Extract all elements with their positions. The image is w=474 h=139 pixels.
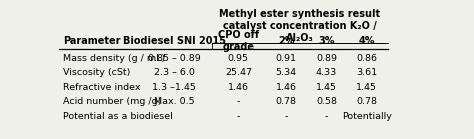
- Text: 1.45: 1.45: [316, 83, 337, 92]
- Text: 1.3 –1.45: 1.3 –1.45: [152, 83, 196, 92]
- Text: 0.89: 0.89: [316, 54, 337, 63]
- Text: -: -: [237, 97, 240, 106]
- Text: 0.91: 0.91: [275, 54, 297, 63]
- Text: 0.86: 0.86: [356, 54, 377, 63]
- Text: 1.46: 1.46: [275, 83, 297, 92]
- Text: Acid number (mg /g): Acid number (mg /g): [63, 97, 161, 106]
- Text: Potentially: Potentially: [342, 112, 392, 121]
- Text: 0.78: 0.78: [356, 97, 377, 106]
- Text: -: -: [237, 112, 240, 121]
- Text: 0.95: 0.95: [228, 54, 249, 63]
- Text: 1.46: 1.46: [228, 83, 249, 92]
- Text: Max. 0.5: Max. 0.5: [154, 97, 194, 106]
- Text: -: -: [284, 112, 288, 121]
- Text: Biodiesel SNI 2015: Biodiesel SNI 2015: [123, 36, 226, 46]
- Text: 1.45: 1.45: [356, 83, 377, 92]
- Text: Refractive index: Refractive index: [63, 83, 140, 92]
- Text: CPO off
grade: CPO off grade: [218, 30, 259, 52]
- Text: Viscosity (cSt): Viscosity (cSt): [63, 68, 130, 77]
- Text: 2.3 – 6.0: 2.3 – 6.0: [154, 68, 194, 77]
- Text: 3.61: 3.61: [356, 68, 377, 77]
- Text: 4.33: 4.33: [316, 68, 337, 77]
- Text: Parameter: Parameter: [63, 36, 120, 46]
- Text: 2%: 2%: [278, 36, 294, 46]
- Text: 3%: 3%: [318, 36, 335, 46]
- Text: 25.47: 25.47: [225, 68, 252, 77]
- Text: Mass density (g / mL): Mass density (g / mL): [63, 54, 165, 63]
- Text: 5.34: 5.34: [275, 68, 297, 77]
- Text: 4%: 4%: [359, 36, 375, 46]
- Text: -: -: [325, 112, 328, 121]
- Text: 0.85 – 0.89: 0.85 – 0.89: [148, 54, 201, 63]
- Text: 0.58: 0.58: [316, 97, 337, 106]
- Text: Potential as a biodiesel: Potential as a biodiesel: [63, 112, 173, 121]
- Text: 0.78: 0.78: [275, 97, 297, 106]
- Text: Methyl ester synthesis result
catalyst concentration K₂O /
Al₂O₃: Methyl ester synthesis result catalyst c…: [219, 9, 381, 43]
